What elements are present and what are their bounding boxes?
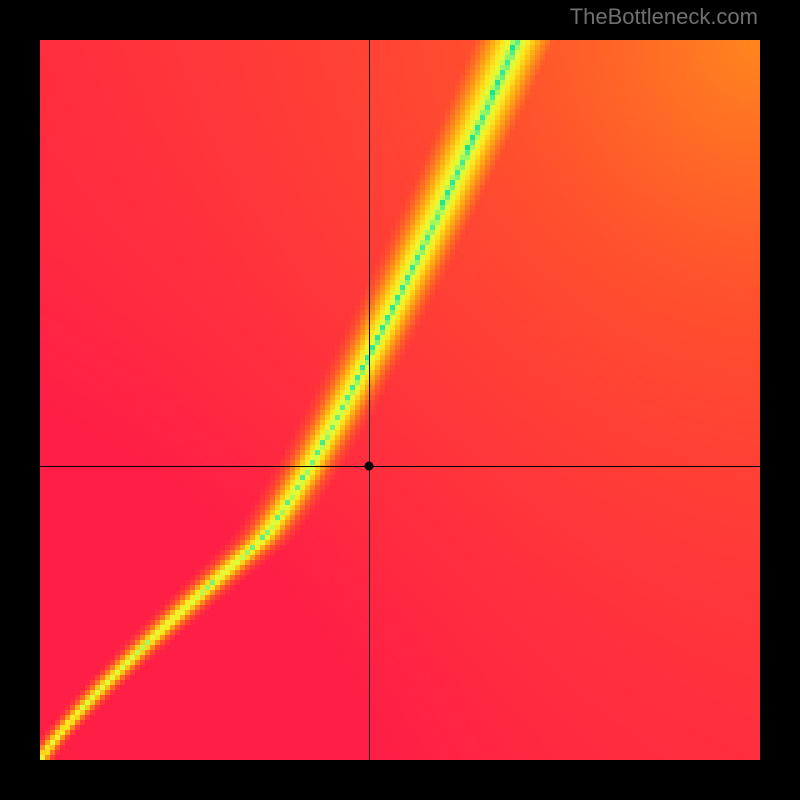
chart-outer: TheBottleneck.com	[0, 0, 800, 800]
crosshair-dot	[365, 462, 374, 471]
crosshair-vertical	[369, 40, 370, 760]
heatmap-canvas	[40, 40, 760, 760]
watermark-text: TheBottleneck.com	[570, 4, 758, 30]
crosshair-horizontal	[40, 466, 760, 467]
plot-frame	[40, 40, 760, 760]
